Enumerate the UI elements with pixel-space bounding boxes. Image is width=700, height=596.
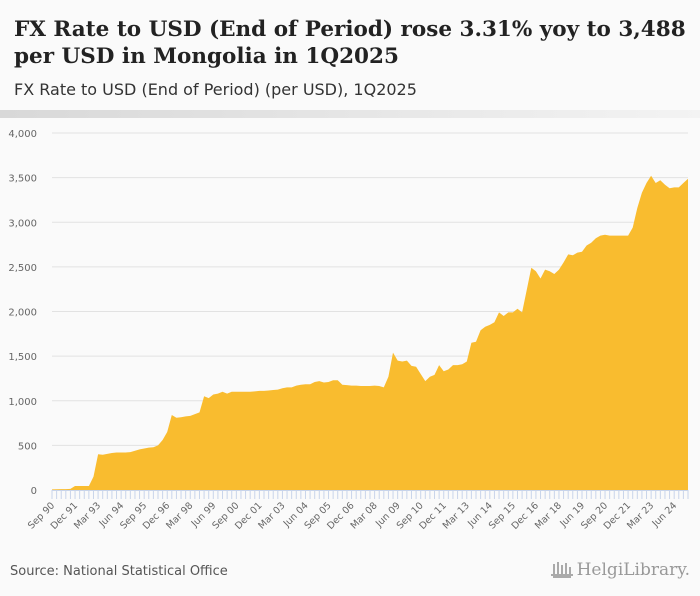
source-note: Source: National Statistical Office [10, 564, 228, 579]
area-chart: 05001,0001,5002,0002,5003,0003,5004,000 … [8, 129, 689, 532]
y-tick-label: 1,500 [8, 352, 37, 363]
y-tick-label: 3,000 [8, 218, 37, 229]
helgi-library-logo[interactable]: HelgiLibrary. [550, 560, 690, 580]
y-tick-label: 2,500 [8, 263, 37, 274]
chart-title: FX Rate to USD (End of Period) rose 3.31… [14, 17, 686, 69]
area-series [52, 175, 688, 491]
y-tick-label: 2,000 [8, 308, 37, 319]
y-tick-label: 3,500 [8, 174, 37, 185]
logo-text: HelgiLibrary. [576, 560, 690, 580]
library-logo-icon [550, 562, 573, 578]
y-axis: 0 500 1,000 1,500 2,000 2,500 3,000 3,500 4,000 [8, 129, 37, 497]
y-tick-label: 0 [31, 486, 37, 497]
y-tick-label: 500 [18, 441, 37, 452]
x-tick-label: Jun 24 [650, 500, 680, 530]
y-tick-label: 1,000 [8, 397, 37, 408]
chart-subtitle: FX Rate to USD (End of Period) (per USD)… [14, 80, 417, 99]
y-tick-label: 4,000 [8, 129, 37, 140]
gridlines [52, 132, 688, 446]
header-divider [0, 110, 700, 118]
